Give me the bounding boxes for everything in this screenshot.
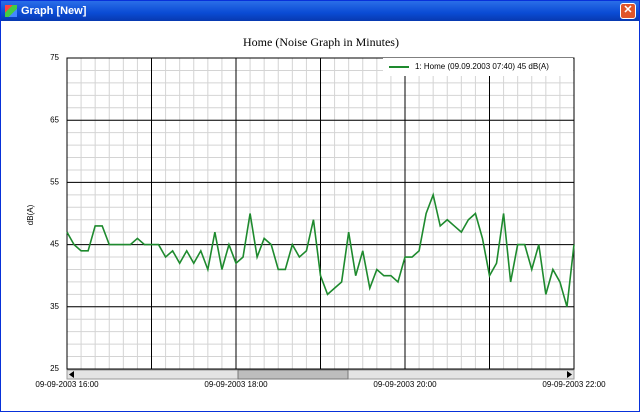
y-tick-label: 25 [50, 364, 59, 373]
y-tick-label: 45 [50, 240, 59, 249]
x-tick-label: 09-09-2003 20:00 [373, 380, 437, 389]
plot: 1: Home (09.09.2003 07:40) 45 dB(A) [66, 58, 575, 308]
scroll-right[interactable] [567, 371, 572, 378]
x-tick-label: 09-09-2003 22:00 [542, 380, 606, 389]
y-tick-label: 65 [50, 115, 59, 124]
x-tick-label: 09-09-2003 18:00 [204, 380, 268, 389]
y-axis-label: dB(A) [26, 204, 35, 225]
chart: Home (Noise Graph in Minutes) dB(A) 1: H… [26, 35, 606, 389]
series-line [66, 192, 575, 308]
grid [66, 57, 575, 370]
x-tick-label: 09-09-2003 16:00 [35, 380, 99, 389]
chart-title: Home (Noise Graph in Minutes) [243, 35, 399, 49]
scroll-left[interactable] [69, 371, 74, 378]
y-tick-label: 55 [50, 178, 59, 187]
window-title: Graph [New] [21, 5, 87, 17]
title-bar: Graph [New] ✕ [1, 1, 639, 21]
scrollbar[interactable] [66, 369, 575, 380]
y-tick-label: 75 [50, 53, 59, 62]
legend-box [383, 58, 573, 76]
y-tick-label: 35 [50, 302, 59, 311]
app-icon [5, 5, 17, 17]
legend-label: 1: Home (09.09.2003 07:40) 45 dB(A) [415, 62, 549, 71]
scroll-thumb[interactable] [237, 369, 349, 380]
close-button[interactable]: ✕ [620, 3, 636, 19]
